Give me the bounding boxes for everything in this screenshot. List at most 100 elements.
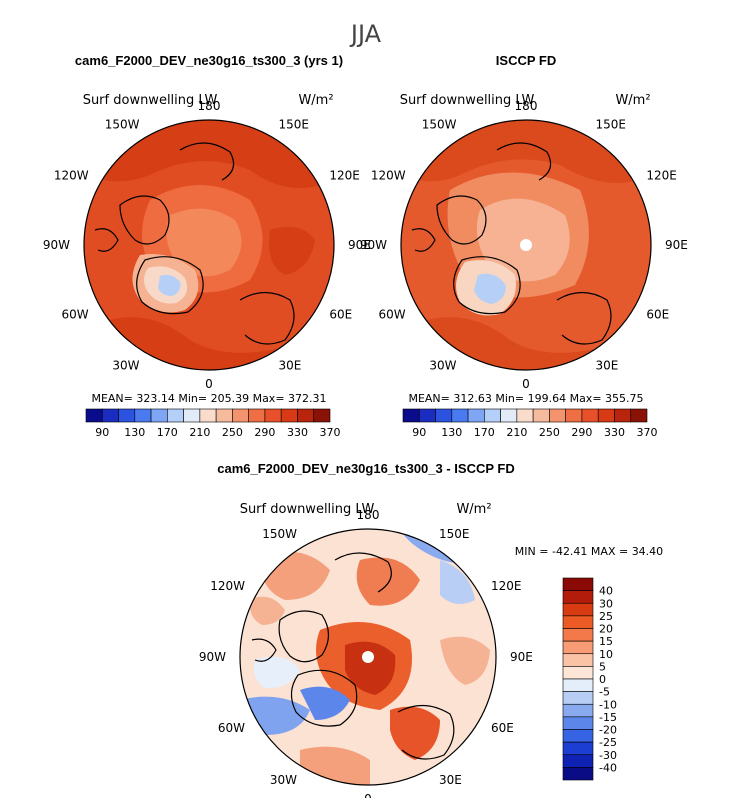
- colorbar-swatch: [484, 408, 501, 423]
- field-label: Surf downwelling LW: [83, 93, 218, 108]
- colorbar-tick-label: 5: [599, 660, 606, 673]
- longitude-label: 0: [364, 792, 372, 798]
- colorbar-swatch: [562, 754, 594, 768]
- longitude-label: 60W: [218, 721, 245, 735]
- colorbar-tick-label: 10: [599, 648, 613, 661]
- pole-hole: [362, 651, 374, 663]
- longitude-labels: 180 150E 120E 90E 60E 30E 0 30W 60W 90W 120W 150W: [43, 99, 371, 391]
- longitude-label: 30E: [596, 358, 619, 372]
- colorbar-swatch: [562, 602, 594, 617]
- map-boundary: [400, 119, 652, 371]
- colorbar: 90 130 170 210 250 290 330 370: [402, 408, 658, 439]
- colorbar-swatch: [280, 408, 298, 423]
- longitude-label: 60W: [378, 308, 405, 322]
- units-label: W/m²: [456, 502, 491, 517]
- longitude-label: 30E: [439, 773, 462, 787]
- map-boundary: [239, 528, 497, 786]
- units-label: W/m²: [615, 93, 650, 108]
- colorbar-swatch: [562, 678, 594, 692]
- colorbar-swatch: [562, 640, 594, 655]
- colorbar-swatch: [134, 408, 152, 423]
- colorbar-tick-label: 25: [599, 610, 613, 623]
- colorbar-tick-label: 90: [95, 426, 109, 439]
- colorbar-tick-label: 330: [287, 426, 308, 439]
- colorbar-tick-label: 20: [599, 623, 613, 636]
- colorbar-swatch: [565, 408, 583, 423]
- longitude-label: 30E: [279, 358, 302, 372]
- longitude-label: 150W: [105, 118, 140, 132]
- colorbar-swatch: [297, 408, 315, 423]
- colorbar-tick-label: 370: [320, 426, 341, 439]
- colorbar-swatch: [313, 408, 331, 423]
- colorbar-swatch: [118, 408, 136, 423]
- longitude-label: 0: [522, 377, 530, 391]
- colorbar-swatch: [264, 408, 282, 423]
- longitude-label: 150W: [422, 118, 457, 132]
- colorbar-swatch: [150, 408, 168, 423]
- colorbar-swatch: [183, 408, 201, 423]
- colorbar: 90 130 170 210 250 290 330 370: [85, 408, 341, 439]
- pole-hole: [520, 239, 532, 251]
- colorbar-tick-label: -10: [599, 698, 617, 711]
- longitude-label: 150E: [439, 527, 470, 541]
- panel-title: ISCCP FD: [496, 53, 556, 68]
- stats-label: MEAN= 323.14 Min= 205.39 Max= 372.31: [91, 392, 326, 405]
- longitude-label: 60E: [491, 721, 514, 735]
- map-boundary: [83, 119, 335, 371]
- colorbar-tick-label: -20: [599, 724, 617, 737]
- map-field: [84, 120, 334, 370]
- longitude-label: 120W: [210, 579, 245, 593]
- longitude-label: 60E: [329, 308, 352, 322]
- longitude-label: 180: [515, 99, 538, 113]
- longitude-label: 120W: [371, 169, 406, 183]
- colorbar-tick-label: 30: [599, 597, 613, 610]
- page-title: JJA: [349, 20, 382, 48]
- colorbar-swatch: [248, 408, 266, 423]
- colorbar-tick-label: -30: [599, 749, 617, 762]
- colorbar-swatch: [500, 408, 518, 423]
- colorbar-swatch: [435, 408, 453, 423]
- longitude-label: 150W: [262, 527, 297, 541]
- longitude-label: 90E: [348, 238, 371, 252]
- longitude-labels: 180 150E 120E 90E 60E 30E 0 30W 60W 90W 120W 150W: [360, 99, 688, 391]
- longitude-label: 90W: [199, 650, 226, 664]
- colorbar-tick-label: -25: [599, 736, 617, 749]
- colorbar-swatch: [562, 577, 594, 591]
- colorbar-swatch: [597, 408, 615, 423]
- colorbar-tick-label: 0: [599, 673, 606, 686]
- panel-title: cam6_F2000_DEV_ne30g16_ts300_3 (yrs 1): [75, 53, 343, 68]
- longitude-label: 120E: [491, 579, 522, 593]
- longitude-label: 30W: [112, 358, 139, 372]
- colorbar-swatch: [516, 408, 534, 423]
- colorbar-tick-label: 170: [474, 426, 495, 439]
- longitude-label: 30W: [429, 358, 456, 372]
- colorbar-swatch: [101, 408, 119, 423]
- colorbar-tick-label: 370: [637, 426, 658, 439]
- minmax-label: MIN = -42.41 MAX = 34.40: [515, 545, 663, 558]
- colorbar-swatch: [562, 590, 594, 604]
- colorbar-swatch: [467, 408, 485, 423]
- colorbar-tick-label: 130: [441, 426, 462, 439]
- panel-model: cam6_F2000_DEV_ne30g16_ts300_3 (yrs 1) S…: [43, 53, 371, 439]
- colorbar-tick-label: 170: [157, 426, 178, 439]
- colorbar-swatch: [614, 408, 632, 423]
- colorbar-swatch: [581, 408, 599, 423]
- colorbar-swatch: [215, 408, 233, 423]
- colorbar-tick-label: -40: [599, 761, 617, 774]
- colorbar-swatch: [85, 408, 103, 423]
- colorbar-swatch: [562, 703, 594, 718]
- longitude-label: 180: [357, 508, 380, 522]
- colorbar-swatch: [562, 716, 594, 730]
- colorbar-tick-label: -5: [599, 686, 610, 699]
- longitude-label: 120E: [646, 169, 677, 183]
- longitude-label: 90W: [360, 238, 387, 252]
- longitude-label: 0: [205, 377, 213, 391]
- colorbar-swatch: [562, 741, 594, 756]
- colorbar-tick-label: 40: [599, 585, 613, 598]
- colorbar-swatch: [402, 408, 420, 423]
- colorbar-tick-label: 210: [506, 426, 527, 439]
- longitude-label: 120E: [329, 169, 360, 183]
- colorbar-swatch: [418, 408, 436, 423]
- colorbar-tick-label: 90: [412, 426, 426, 439]
- colorbar-swatch: [562, 729, 594, 743]
